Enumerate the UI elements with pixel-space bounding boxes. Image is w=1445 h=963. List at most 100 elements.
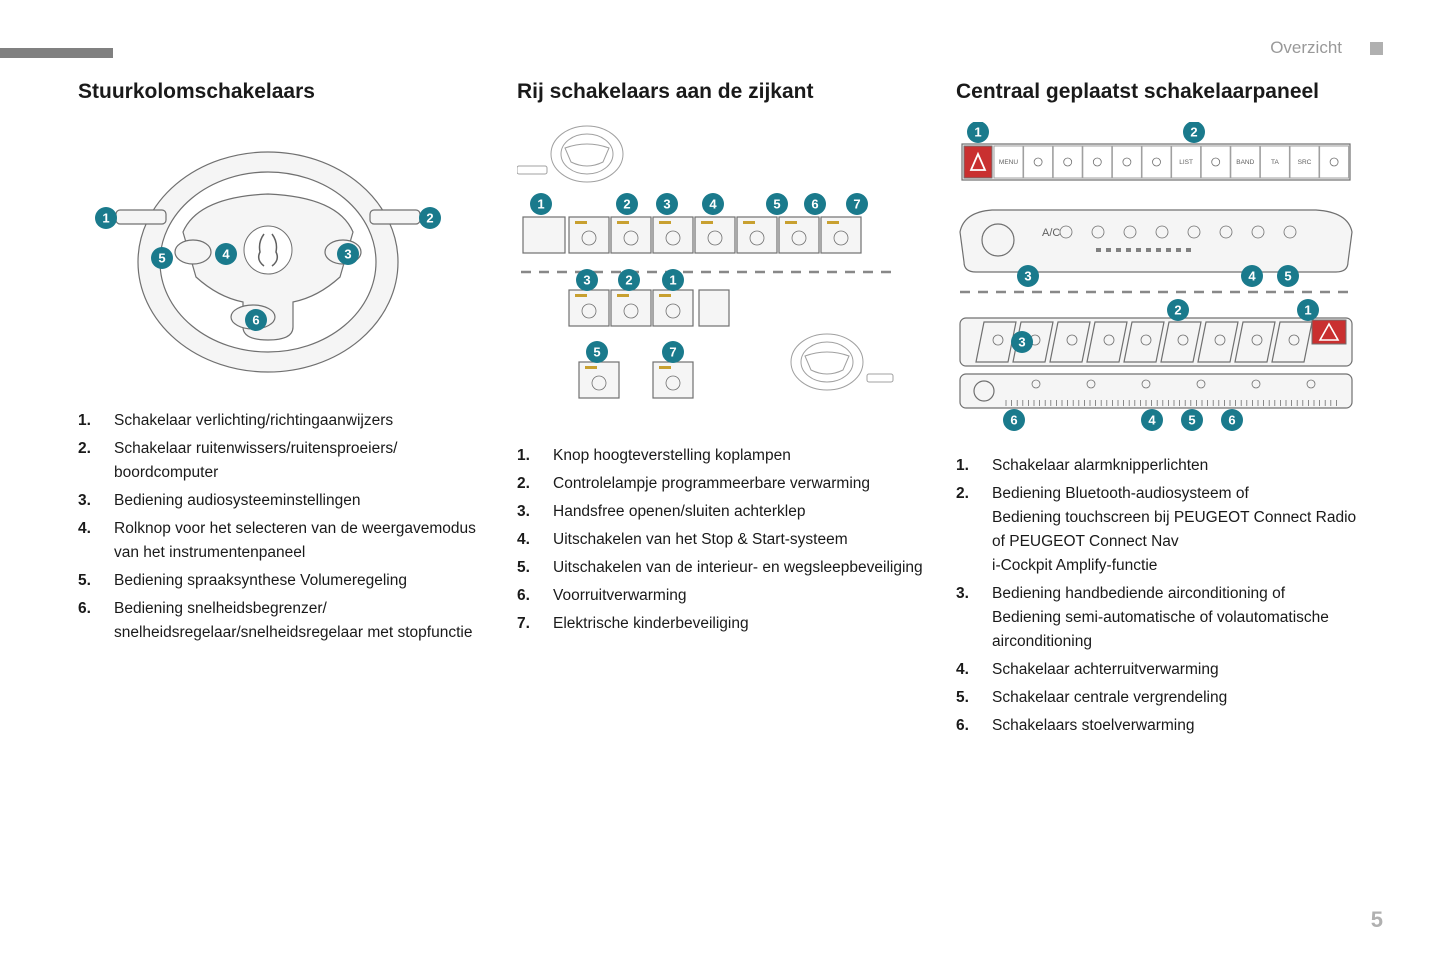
side-switches-diagram: 1234567 321 57 [517, 122, 928, 422]
svg-text:6: 6 [252, 313, 259, 328]
list-item-number: 1. [517, 444, 553, 468]
svg-text:MENU: MENU [999, 159, 1018, 166]
page-number: 5 [1371, 907, 1383, 933]
list-item-text: Knop hoogteverstelling koplampen [553, 444, 928, 468]
list-item-number: 3. [78, 489, 114, 513]
svg-text:TA: TA [1271, 159, 1279, 166]
list-item-text: Voorruitverwarming [553, 584, 928, 608]
list-item-text: Bediening audiosysteeminstellingen [114, 489, 489, 513]
svg-text:1: 1 [669, 273, 676, 288]
list-item-text: Elektrische kinderbeveiliging [553, 612, 928, 636]
list-item: 3.Bediening handbediende airconditioning… [956, 582, 1367, 654]
col3-list: 1.Schakelaar alarmknipperlichten2.Bedien… [956, 454, 1367, 738]
svg-text:5: 5 [1188, 413, 1195, 428]
list-item-text: Controlelampje programmeerbare verwarmin… [553, 472, 928, 496]
column-steering: Stuurkolomschakelaars 12345 [78, 80, 489, 742]
svg-text:5: 5 [1284, 269, 1291, 284]
list-item-number: 6. [956, 714, 992, 738]
header-square-icon [1370, 42, 1383, 55]
list-item-text: Uitschakelen van de interieur- en wegsle… [553, 556, 928, 580]
list-item-number: 6. [78, 597, 114, 645]
list-item: 6.Bediening snelheidsbegrenzer/ snelheid… [78, 597, 489, 645]
list-item-number: 4. [517, 528, 553, 552]
svg-text:3: 3 [1024, 269, 1031, 284]
list-item: 5.Schakelaar centrale vergrendeling [956, 686, 1367, 710]
list-item-number: 7. [517, 612, 553, 636]
svg-text:5: 5 [593, 345, 600, 360]
center-panel-diagram: MENU LIST BAND TA SRC 1 2 A/C 3 4 5 2 1 [956, 122, 1367, 432]
list-item-number: 2. [517, 472, 553, 496]
svg-text:2: 2 [1174, 303, 1181, 318]
col1-title: Stuurkolomschakelaars [78, 80, 489, 104]
list-item: 4.Uitschakelen van het Stop & Start-syst… [517, 528, 928, 552]
svg-text:2: 2 [623, 197, 630, 212]
list-item-number: 2. [956, 482, 992, 578]
list-item-number: 5. [78, 569, 114, 593]
list-item: 1.Schakelaar verlichting/richtingaanwijz… [78, 409, 489, 433]
svg-text:4: 4 [1148, 413, 1156, 428]
list-item-number: 3. [956, 582, 992, 654]
svg-text:LIST: LIST [1179, 159, 1193, 166]
list-item: 1.Schakelaar alarmknipperlichten [956, 454, 1367, 478]
svg-text:BAND: BAND [1236, 159, 1254, 166]
ac-label: A/C [1042, 227, 1060, 239]
svg-text:4: 4 [1248, 269, 1256, 284]
col1-list: 1.Schakelaar verlichting/richtingaanwijz… [78, 409, 489, 645]
svg-text:6: 6 [1228, 413, 1235, 428]
list-item-text: Schakelaar alarmknipperlichten [992, 454, 1367, 478]
list-item-text: Schakelaar achterruitverwarming [992, 658, 1367, 682]
list-item-number: 6. [517, 584, 553, 608]
svg-text:1: 1 [1304, 303, 1311, 318]
steering-wheel-diagram: 123456 [78, 122, 489, 387]
svg-text:3: 3 [344, 247, 351, 262]
list-item: 6.Schakelaars stoelverwarming [956, 714, 1367, 738]
list-item-text: Schakelaars stoelverwarming [992, 714, 1367, 738]
list-item: 3.Handsfree openen/sluiten achterklep [517, 500, 928, 524]
svg-text:2: 2 [1190, 125, 1197, 140]
list-item: 4.Rolknop voor het selecteren van de wee… [78, 517, 489, 565]
svg-text:7: 7 [669, 345, 676, 360]
svg-text:2: 2 [625, 273, 632, 288]
svg-text:1: 1 [974, 125, 981, 140]
list-item-text: Handsfree openen/sluiten achterklep [553, 500, 928, 524]
page-content: Stuurkolomschakelaars 1 2 3 4 5 [0, 0, 1445, 782]
list-item-number: 2. [78, 437, 114, 485]
list-item-text: Bediening handbediende airconditioning o… [992, 582, 1367, 654]
col2-title: Rij schakelaars aan de zijkant [517, 80, 928, 104]
list-item-text: Uitschakelen van het Stop & Start-systee… [553, 528, 928, 552]
col3-title: Centraal geplaatst schakelaarpaneel [956, 80, 1367, 104]
svg-text:4: 4 [222, 247, 230, 262]
list-item-number: 5. [517, 556, 553, 580]
list-item: 5.Uitschakelen van de interieur- en wegs… [517, 556, 928, 580]
list-item-number: 1. [956, 454, 992, 478]
list-item: 1.Knop hoogteverstelling koplampen [517, 444, 928, 468]
list-item: 2.Bediening Bluetooth-audiosysteem of Be… [956, 482, 1367, 578]
header-section: Overzicht [1270, 38, 1383, 58]
svg-text:1: 1 [537, 197, 544, 212]
list-item-text: Schakelaar ruitenwissers/ruitensproeiers… [114, 437, 489, 485]
column-center-panel: Centraal geplaatst schakelaarpaneel MENU… [956, 80, 1367, 742]
list-item: 2.Controlelampje programmeerbare verwarm… [517, 472, 928, 496]
list-item-text: Bediening snelheidsbegrenzer/ snelheidsr… [114, 597, 489, 645]
list-item-number: 3. [517, 500, 553, 524]
list-item-number: 4. [78, 517, 114, 565]
svg-text:3: 3 [1018, 335, 1025, 350]
header-section-label: Overzicht [1270, 38, 1342, 58]
col2-list: 1.Knop hoogteverstelling koplampen2.Cont… [517, 444, 928, 636]
list-item: 7.Elektrische kinderbeveiliging [517, 612, 928, 636]
list-item: 6.Voorruitverwarming [517, 584, 928, 608]
list-item: 2.Schakelaar ruitenwissers/ruitensproeie… [78, 437, 489, 485]
list-item: 4.Schakelaar achterruitverwarming [956, 658, 1367, 682]
list-item: 5.Bediening spraaksynthese Volumeregelin… [78, 569, 489, 593]
list-item-number: 1. [78, 409, 114, 433]
svg-text:5: 5 [773, 197, 780, 212]
list-item-text: Schakelaar centrale vergrendeling [992, 686, 1367, 710]
list-item-text: Rolknop voor het selecteren van de weerg… [114, 517, 489, 565]
list-item: 3.Bediening audiosysteeminstellingen [78, 489, 489, 513]
list-item-number: 4. [956, 658, 992, 682]
svg-text:6: 6 [1010, 413, 1017, 428]
svg-text:1: 1 [102, 211, 109, 226]
list-item-text: Bediening Bluetooth-audiosysteem of Bedi… [992, 482, 1367, 578]
svg-text:3: 3 [663, 197, 670, 212]
svg-text:SRC: SRC [1298, 159, 1312, 166]
